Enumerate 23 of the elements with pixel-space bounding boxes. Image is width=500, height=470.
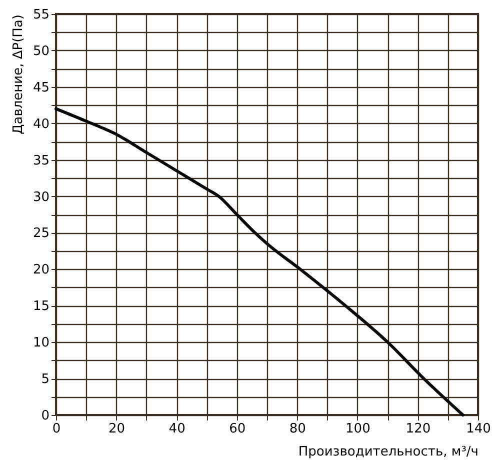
y-tick-label: 20: [32, 262, 50, 278]
x-tick-label: 80: [289, 422, 306, 436]
y-tick-label: 55: [32, 8, 50, 22]
x-tick-label: 20: [108, 422, 126, 436]
y-tick-label: 40: [32, 116, 50, 132]
y-axis-title: Давление, ΔP(Па): [10, 14, 26, 134]
y-tick-label: 35: [32, 153, 50, 168]
x-axis-title: Производительность, м³/ч: [298, 444, 478, 460]
y-tick-label: 0: [41, 408, 50, 424]
y-tick-label: 5: [41, 372, 50, 388]
y-tick-label: 25: [32, 226, 50, 242]
y-tick-label: 45: [32, 80, 50, 96]
x-tick-label: 100: [346, 422, 370, 436]
y-tick-label: 50: [32, 44, 50, 59]
x-tick-label: 0: [52, 422, 61, 436]
y-tick-label: 15: [32, 299, 50, 314]
x-tick-label: 60: [229, 422, 246, 436]
x-tick-label: 140: [466, 422, 491, 436]
y-tick-label: 10: [32, 336, 50, 351]
y-tick-label: 30: [32, 190, 50, 205]
x-tick-label: 120: [406, 422, 431, 436]
x-tick-label: 40: [168, 422, 186, 436]
line-series: [54, 107, 464, 416]
